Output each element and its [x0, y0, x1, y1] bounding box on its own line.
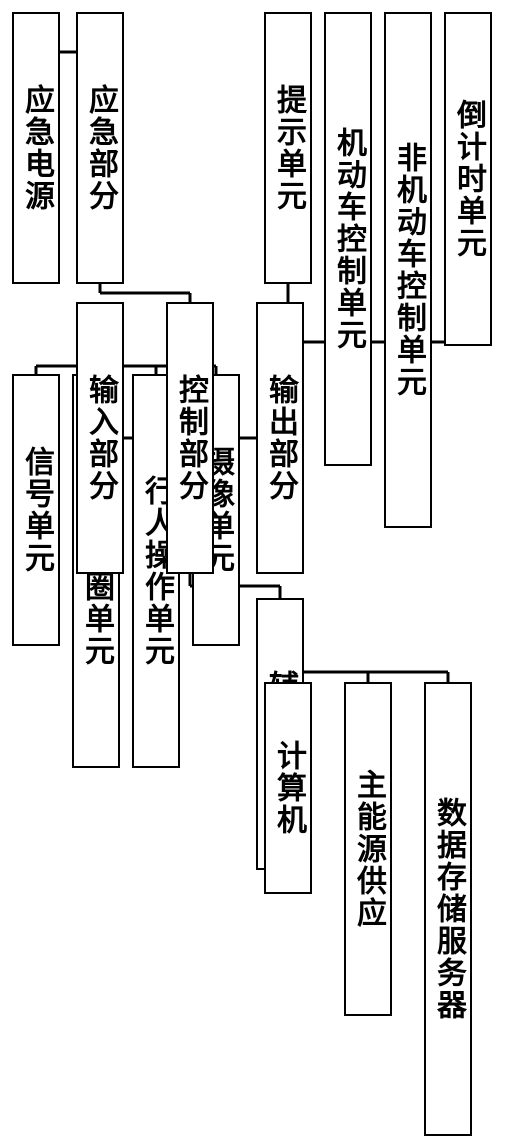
- node-output-part: 输出部分: [256, 302, 304, 574]
- node-computer: 计算机: [264, 682, 312, 894]
- node-emergency-part: 应急部分: [76, 12, 124, 284]
- node-signal-unit: 信号单元: [12, 374, 60, 646]
- node-prompt-unit: 提示单元: [264, 12, 312, 284]
- node-nonmotor-ctrl-unit: 非机动车控制单元: [384, 12, 432, 528]
- node-emergency-power: 应急电源: [12, 12, 60, 284]
- node-countdown-unit: 倒计时单元: [444, 12, 492, 346]
- node-control-part: 控制部分: [166, 302, 214, 574]
- node-main-energy: 主能源供应: [344, 682, 392, 1016]
- node-data-server: 数据存储服务器: [424, 682, 472, 1136]
- node-motor-ctrl-unit: 机动车控制单元: [324, 12, 372, 466]
- node-input-part: 输入部分: [76, 302, 124, 574]
